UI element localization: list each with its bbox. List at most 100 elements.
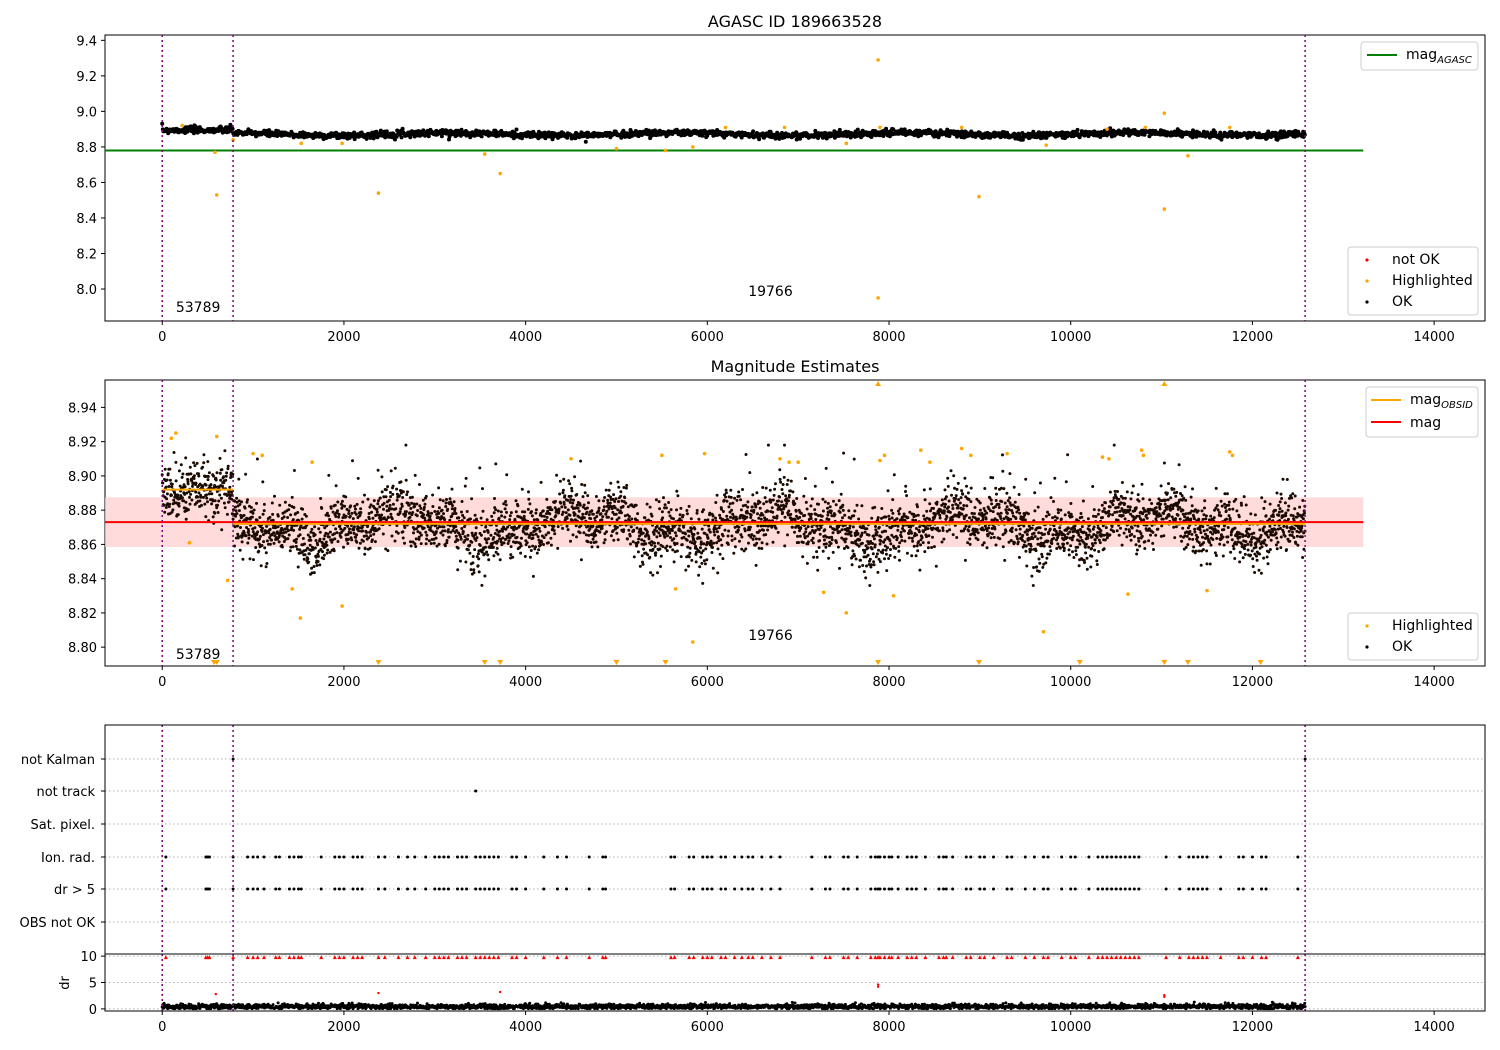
clipped-low-marker [497,660,504,665]
flag-point [433,855,437,859]
dr-clipped-marker [337,955,342,960]
dr-clipped-marker [603,955,608,960]
dr-clipped-marker [687,955,692,960]
series-ok-points [160,443,1307,587]
panel-dr-plot: 0 5 10 0 2000 4000 6000 8000 10000 12000 14000 [80,950,1485,1035]
highlighted-point [891,593,896,598]
flag-point [769,887,773,891]
flag-point [292,887,296,891]
flag-point [465,887,469,891]
highlighted-point [180,123,185,128]
dr-clipped-marker [1186,955,1191,960]
highlighted-point [1139,448,1144,453]
dr-clipped-marker [700,955,705,960]
flag-point [460,855,464,859]
flag-point [823,855,827,859]
flag-point [1250,887,1254,891]
dr-clipped-marker [1295,955,1300,960]
flag-point [542,855,546,859]
flag-point [719,887,723,891]
highlighted-point [702,451,707,456]
flag-point [964,855,968,859]
dr-clipped-marker [750,955,755,960]
flag-point [905,855,909,859]
flag-point [942,887,946,891]
dr-clipped-marker [1059,955,1064,960]
flag-point [1010,855,1014,859]
y-tick-label: 8.4 [76,212,97,227]
dr-clipped-marker [968,955,973,960]
flag-point [964,887,968,891]
highlighted-point [1230,453,1235,458]
dr-clipped-marker [823,955,828,960]
dr-clipped-marker [1132,955,1137,960]
flag-point [256,887,260,891]
highlighted-point [213,150,217,155]
flag-point [923,855,927,859]
flag-point [1241,855,1245,859]
flag-point [1178,887,1182,891]
clipped-low-marker [662,660,669,665]
flag-point [910,855,914,859]
flag-point [376,855,380,859]
x-tick-label: 2000 [327,330,360,345]
series-ok-points [160,121,1307,144]
highlighted-point [310,460,314,465]
flag-point [1005,855,1009,859]
dr-clipped-marker [376,955,381,960]
flag-point [515,855,519,859]
flag-point [510,887,514,891]
x-tick-label: 10000 [1050,1020,1091,1035]
highlighted-point [1107,456,1111,461]
dr-clipped-marker [251,955,256,960]
dr-clipped-marker [441,955,446,960]
dr-clipped-marker [739,955,744,960]
highlighted-point [663,148,668,153]
clipped-low-marker [375,660,382,665]
legend-magnitude-lines: magOBSID mag [1365,386,1479,438]
highlighted-point [673,587,678,591]
dr-clipped-marker [319,955,324,960]
dr-clipped-marker [564,955,569,960]
dr-clipped-marker [437,955,442,960]
dr-clipped-marker [723,955,728,960]
legend-swatch-highlighted [1365,279,1369,283]
flag-point [446,855,450,859]
dr-clipped-marker [600,955,605,960]
flag-category-label: Ion. rad. [41,851,95,866]
flag-point [951,855,955,859]
flag-point [1303,757,1307,761]
flag-point [1250,855,1254,859]
flag-point [1200,855,1204,859]
highlighted-point [214,434,219,439]
dr-clipped-marker [705,955,710,960]
highlighted-point [169,436,174,441]
flag-point [360,887,364,891]
flag-point [287,887,291,891]
flag-point [492,887,496,891]
clipped-low-marker [875,660,882,665]
x-tick-label: 4000 [509,675,542,690]
dr-clipped-marker [1105,955,1110,960]
dr-clipped-marker [351,955,356,960]
dr-clipped-marker [491,955,496,960]
dr-clipped-marker [718,955,723,960]
dr-clipped-marker [555,955,560,960]
flag-point [207,887,211,891]
flag-point [478,855,482,859]
clipped-low-marker [481,660,488,665]
dr-clipped-marker [299,955,304,960]
legend-label-mag-obsid: magOBSID [1410,392,1473,411]
flag-point [542,887,546,891]
flag-point [910,887,914,891]
highlighted-point [1227,125,1232,130]
flag-point [251,855,255,859]
dr-clipped-marker [464,955,469,960]
flag-point [565,887,569,891]
dr-clipped-marker [1195,955,1200,960]
dr-clipped-marker [1009,955,1014,960]
y-tick-label: 8.80 [68,641,97,656]
flag-point [442,855,446,859]
flag-point [828,855,832,859]
legend-label-not-ok: not OK [1392,252,1440,268]
